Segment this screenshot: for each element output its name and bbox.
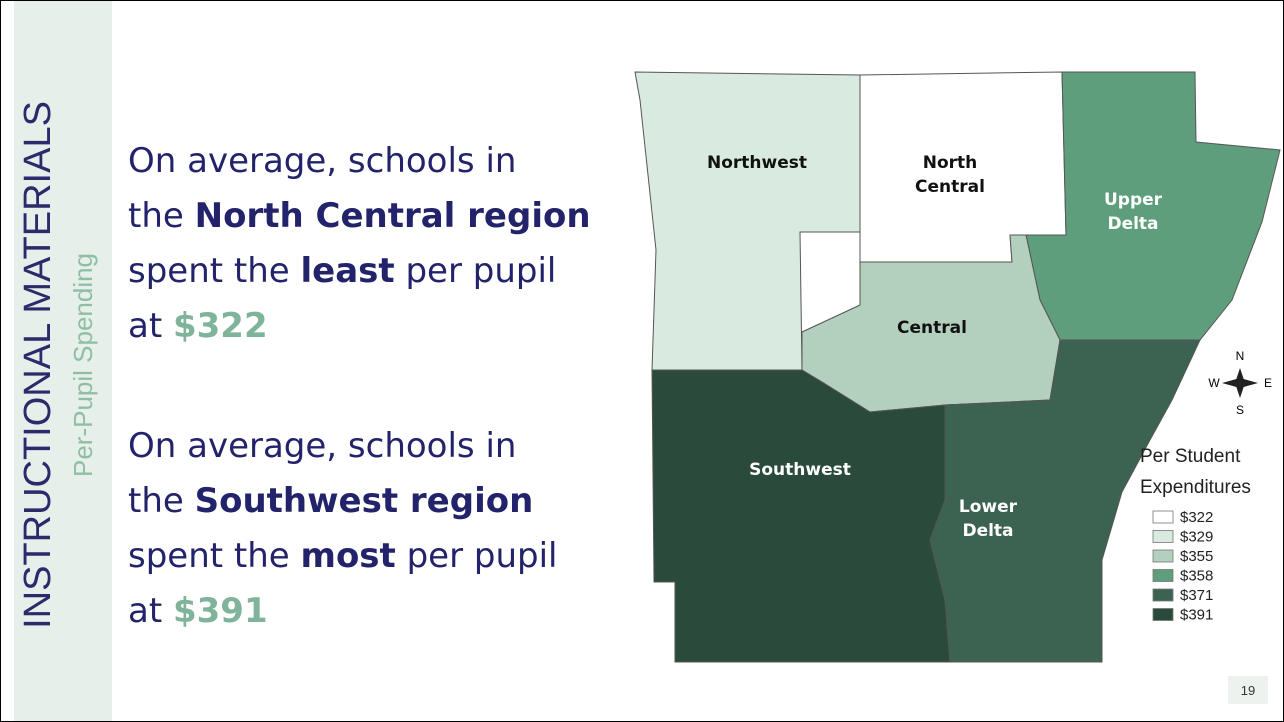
map: Northwest North Central Upper Delta Central So… (634, 71, 1281, 663)
legend-label: $322 (1180, 509, 1213, 526)
legend-swatch (1152, 549, 1174, 563)
compass-n: N (1236, 349, 1245, 363)
text-run: least (301, 251, 395, 291)
legend-label: $371 (1180, 587, 1213, 604)
sidebar (14, 1, 112, 721)
compass-e: E (1264, 376, 1272, 390)
legend-label: $391 (1180, 607, 1213, 624)
legend-swatch (1152, 510, 1174, 524)
text-run: North Central region (195, 196, 591, 236)
text-run: spent the (128, 251, 301, 291)
text-run: $391 (173, 591, 268, 631)
legend-label: $355 (1180, 548, 1213, 565)
region (651, 369, 951, 663)
page-number: 19 (1241, 683, 1255, 698)
region-label: North (923, 153, 978, 173)
text-body: On average, schools in the North Central … (128, 141, 591, 631)
region (1025, 71, 1281, 341)
compass-s: S (1236, 403, 1244, 417)
text-run: On average, schools in (128, 426, 516, 466)
text-run: the (128, 481, 195, 521)
text-run: spent the (128, 536, 301, 576)
paragraph-line: the Southwest region (128, 481, 533, 521)
text-run: Southwest region (195, 481, 534, 521)
region-label: Delta (1107, 214, 1158, 234)
sidebar-subtitle: Per-Pupil Spending (68, 253, 98, 477)
region (929, 339, 1201, 663)
region-label: Central (897, 318, 967, 338)
legend: Per Student Expenditures $322 $329 $355 $358 $… (1140, 446, 1251, 624)
text-run: at (128, 306, 173, 346)
paragraph-line: the North Central region (128, 196, 591, 236)
region-label: Lower (959, 497, 1018, 517)
legend-swatch (1152, 569, 1174, 582)
paragraph-line: at $322 (128, 306, 268, 346)
region-label: Central (915, 177, 985, 197)
legend-title: Per Student (1140, 446, 1241, 467)
paragraph-line: at $391 (128, 591, 268, 631)
text-run: per pupil (396, 536, 558, 576)
sidebar-title: INSTRUCTIONAL MATERIALS (17, 101, 59, 629)
paragraph-line: On average, schools in (128, 426, 516, 466)
text-run: the (128, 196, 195, 236)
paragraph-line: On average, schools in (128, 141, 516, 181)
region-label: Southwest (749, 460, 851, 480)
legend-swatch (1152, 608, 1174, 621)
paragraph-line: spent the least per pupil (128, 251, 556, 291)
legend-swatch (1152, 530, 1174, 543)
region-label: Northwest (707, 153, 807, 173)
legend-swatch (1152, 588, 1174, 602)
compass-w: W (1208, 376, 1220, 390)
legend-title: Expenditures (1140, 477, 1251, 498)
region-label: Upper (1104, 190, 1163, 210)
legend-label: $329 (1180, 529, 1213, 546)
text-run: at (128, 591, 173, 631)
compass-needle (1222, 378, 1258, 388)
paragraph-line: spent the most per pupil (128, 536, 558, 576)
text-run: On average, schools in (128, 141, 516, 181)
text-run: most (301, 536, 396, 576)
text-run: $322 (173, 306, 268, 346)
text-run: per pupil (395, 251, 557, 291)
compass: N S W E (1208, 349, 1272, 417)
page-tab (1228, 676, 1268, 704)
region-label: Delta (962, 521, 1013, 541)
legend-label: $358 (1180, 568, 1213, 585)
